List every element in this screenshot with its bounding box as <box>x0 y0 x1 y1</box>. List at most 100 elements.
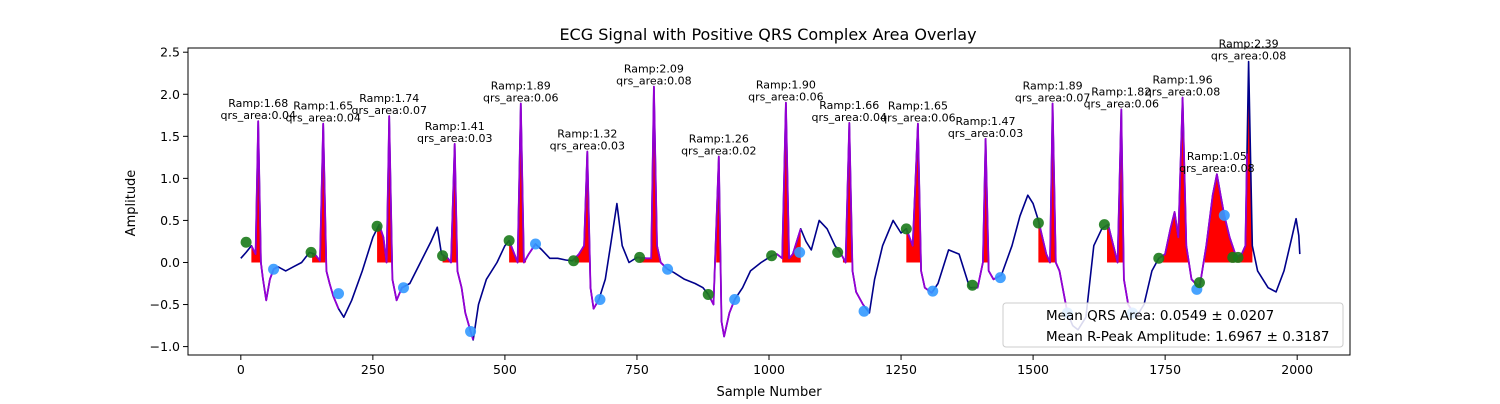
qrs-offset-marker-1 <box>268 263 280 275</box>
qrs-onset-marker-6 <box>568 255 580 267</box>
qrs-onset-marker-2 <box>305 246 317 258</box>
qrs-segment-16 <box>1196 153 1248 289</box>
y-tick-label-1: −0.5 <box>150 297 180 312</box>
qrs-area-label-2: qrs_area:0.04 <box>285 112 360 125</box>
qrs-offset-marker-2 <box>333 288 345 300</box>
qrs-onset-marker-7 <box>634 251 646 263</box>
qrs-area-label-17: qrs_area:0.08 <box>1211 49 1286 62</box>
ramp-label-6: Ramp:1.32 <box>557 127 617 140</box>
qrs-offset-marker-6 <box>594 293 606 305</box>
qrs-area-label-9: qrs_area:0.06 <box>748 91 823 104</box>
ramp-label-7: Ramp:2.09 <box>624 63 684 76</box>
qrs-onset-marker-4 <box>437 250 449 262</box>
x-tick-label-4: 1000 <box>753 362 785 377</box>
qrs-onset-marker-5 <box>503 235 515 247</box>
x-tick-label-7: 1750 <box>1149 362 1181 377</box>
qrs-offset-marker-4 <box>465 325 477 337</box>
qrs-segment-11 <box>905 122 934 294</box>
qrs-segment-4 <box>441 143 475 341</box>
qrs-onset-marker-1 <box>240 236 252 248</box>
qrs-onset-marker-10 <box>832 246 844 258</box>
y-tick-label-7: 2.5 <box>160 45 180 60</box>
y-tick-label-5: 1.5 <box>160 129 180 144</box>
qrs-segment-9 <box>771 101 802 260</box>
qrs-area-fill-15 <box>1162 97 1189 263</box>
y-tick-label-6: 2.0 <box>160 87 180 102</box>
qrs-offset-marker-11 <box>927 285 939 297</box>
qrs-area-label-3: qrs_area:0.07 <box>352 104 427 117</box>
qrs-segment-6 <box>571 150 600 310</box>
qrs-segment-8 <box>707 155 736 338</box>
x-tick-label-0: 0 <box>237 362 245 377</box>
qrs-offset-marker-8 <box>729 293 741 305</box>
qrs-area-label-8: qrs_area:0.02 <box>681 145 756 158</box>
ramp-label-5: Ramp:1.89 <box>491 80 551 93</box>
qrs-onset-marker-11 <box>900 223 912 235</box>
ramp-label-14: Ramp:1.82 <box>1091 85 1151 98</box>
qrs-offset-marker-12 <box>994 272 1006 284</box>
qrs-area-fill-9 <box>782 102 801 263</box>
qrs-segment-3 <box>378 115 406 302</box>
qrs-offset-marker-5 <box>530 238 542 250</box>
y-axis: −1.0 −0.5 0.0 0.5 1.0 1.5 2.0 2.5 <box>150 45 188 354</box>
qrs-onset-marker-8 <box>702 288 714 300</box>
qrs-area-fill-5 <box>509 103 527 263</box>
qrs-area-label-7: qrs_area:0.08 <box>616 75 691 88</box>
qrs-segment-12 <box>972 137 1002 289</box>
ramp-label-8: Ramp:1.26 <box>689 133 749 146</box>
ramp-label-13: Ramp:1.89 <box>1023 80 1083 93</box>
ramp-label-15: Ramp:1.96 <box>1153 74 1213 87</box>
qrs-onset-marker-15 <box>1153 252 1165 264</box>
ramp-label-10: Ramp:1.66 <box>819 99 879 112</box>
qrs-area-label-14: qrs_area:0.06 <box>1084 97 1159 110</box>
ramp-label-16: Ramp:1.05 <box>1187 150 1247 163</box>
legend-entry-r-peak: Mean R-Peak Amplitude: 1.6967 ± 0.3187 <box>1046 329 1330 345</box>
qrs-area-label-16: qrs_area:0.08 <box>1179 162 1254 175</box>
ramp-label-2: Ramp:1.65 <box>293 100 353 113</box>
qrs-area-label-12: qrs_area:0.03 <box>948 127 1023 140</box>
ramp-label-3: Ramp:1.74 <box>359 92 419 105</box>
qrs-offset-marker-9 <box>794 246 806 258</box>
qrs-area-label-5: qrs_area:0.06 <box>483 92 558 105</box>
qrs-segment-2 <box>314 122 340 310</box>
qrs-segment-15 <box>1158 96 1201 289</box>
qrs-onset-marker-14 <box>1098 219 1110 231</box>
legend: Mean QRS Area: 0.0549 ± 0.0207 Mean R-Pe… <box>1002 302 1344 348</box>
qrs-area-label-6: qrs_area:0.03 <box>550 139 625 152</box>
y-tick-label-4: 1.0 <box>160 171 180 186</box>
qrs-area-label-1: qrs_area:0.04 <box>221 109 296 122</box>
qrs-onset-marker-16-b <box>1193 277 1205 289</box>
qrs-area-fill-11 <box>906 123 922 263</box>
qrs-segment-13 <box>1037 102 1071 320</box>
y-tick-label-2: 0.0 <box>160 255 180 270</box>
qrs-area-fill-6 <box>574 151 590 263</box>
qrs-offset-marker-7 <box>662 263 674 275</box>
ramp-label-4: Ramp:1.41 <box>425 120 485 133</box>
qrs-onset-marker-3 <box>371 220 383 232</box>
ramp-label-1: Ramp:1.68 <box>228 97 288 110</box>
qrs-offset-marker-10 <box>858 305 870 317</box>
qrs-area-label-10: qrs_area:0.04 <box>812 111 887 124</box>
qrs-area-label-4: qrs_area:0.03 <box>417 132 492 145</box>
qrs-area-label-11: qrs_area:0.06 <box>880 112 955 125</box>
legend-entry-qrs-area: Mean QRS Area: 0.0549 ± 0.0207 <box>1046 308 1274 324</box>
ramp-label-9: Ramp:1.90 <box>756 79 816 92</box>
x-axis-label: Sample Number <box>716 385 822 400</box>
chart-title: ECG Signal with Positive QRS Complex Are… <box>559 25 976 44</box>
qrs-segment-7 <box>636 85 669 270</box>
x-tick-label-3: 750 <box>625 362 649 377</box>
x-axis: 0 250 500 750 1000 1250 1500 1750 2000 <box>237 355 1313 377</box>
qrs-segment-5 <box>508 102 537 264</box>
y-tick-label-3: 0.5 <box>160 213 180 228</box>
plot-area: Ramp:1.68qrs_area:0.04Ramp:1.65qrs_area:… <box>221 37 1301 341</box>
qrs-offset-marker-16 <box>1218 209 1230 221</box>
qrs-onset-marker-12 <box>966 279 978 291</box>
ramp-label-12: Ramp:1.47 <box>956 115 1016 128</box>
qrs-onset-marker-9 <box>766 250 778 262</box>
qrs-area-fill-4 <box>442 143 458 263</box>
qrs-onset-marker-13 <box>1032 217 1044 229</box>
x-tick-label-2: 500 <box>493 362 517 377</box>
x-tick-label-5: 1250 <box>885 362 917 377</box>
